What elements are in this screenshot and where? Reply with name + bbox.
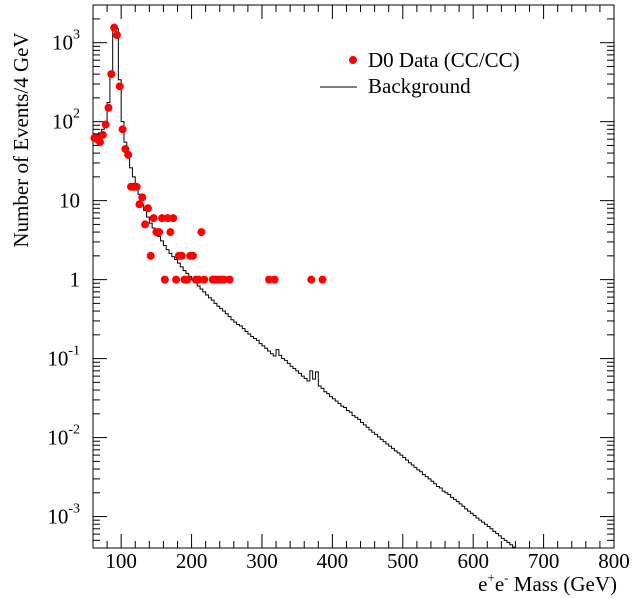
data-point: [146, 251, 155, 260]
data-point: [318, 275, 327, 284]
x-tick-label: 500: [387, 549, 419, 573]
y-tick-label: 103: [52, 28, 80, 55]
y-tick-label-exponent: 2: [73, 107, 80, 122]
data-point: [265, 275, 274, 284]
y-tick-label: 10-2: [47, 423, 80, 450]
data-point: [149, 214, 158, 223]
data-point: [172, 275, 181, 284]
background-series: [93, 28, 516, 548]
data-point: [225, 275, 234, 284]
legend-data-label: D0 Data (CC/CC): [368, 48, 520, 72]
y-tick-label-exponent: -1: [68, 344, 80, 359]
data-point: [96, 138, 105, 147]
legend-data-marker: [349, 56, 357, 64]
y-tick-label-base: 10: [47, 347, 68, 371]
y-tick-label-exponent: -3: [68, 502, 80, 517]
data-point: [270, 275, 279, 284]
data-point: [183, 275, 192, 284]
data-point: [219, 275, 228, 284]
data-point: [160, 275, 169, 284]
data-point: [141, 220, 150, 229]
data-point: [132, 182, 141, 191]
y-tick-label: 1: [70, 268, 81, 292]
plot-frame: [92, 4, 615, 549]
y-tick-label-exponent: -2: [68, 423, 80, 438]
data-point: [157, 214, 166, 223]
x-tick-label: 700: [528, 549, 560, 573]
y-tick-label-base: 10: [47, 505, 68, 529]
background-step-line: [93, 28, 516, 548]
x-axis-title-e1: e: [478, 572, 487, 596]
data-point: [101, 120, 110, 129]
y-tick-label: 102: [52, 107, 80, 134]
y-tick-label-exponent: 3: [73, 28, 80, 43]
data-point: [169, 214, 178, 223]
data-point: [155, 228, 164, 237]
data-point: [118, 125, 127, 134]
legend-background-label: Background: [368, 74, 471, 98]
plot-area-border: [92, 4, 615, 549]
y-tick-label-base: 10: [52, 110, 73, 134]
x-tick-label: 200: [176, 549, 208, 573]
x-tick-label: 800: [598, 549, 630, 573]
x-axis-title-sup2: -: [504, 570, 508, 585]
data-point: [124, 150, 133, 159]
x-axis-title-sup1: +: [488, 570, 495, 585]
x-tick-label: 400: [317, 549, 349, 573]
y-tick-label-base: 1: [70, 268, 81, 292]
x-tick-label: 100: [105, 549, 137, 573]
data-point: [200, 275, 209, 284]
y-tick-label-base: 10: [59, 189, 80, 213]
data-point: [177, 251, 186, 260]
x-axis-title-e2: e: [495, 572, 504, 596]
legend: D0 Data (CC/CC) Background: [320, 48, 520, 98]
data-point: [107, 70, 116, 79]
y-tick-label-base: 10: [52, 31, 73, 55]
data-point: [98, 130, 107, 139]
data-point: [115, 82, 124, 91]
data-point: [104, 103, 113, 112]
y-axis-title: Number of Events/4 GeV: [9, 32, 33, 247]
data-point: [143, 204, 152, 213]
y-tick-label: 10-1: [47, 344, 80, 371]
data-point: [135, 200, 144, 209]
x-tick-label: 300: [246, 549, 278, 573]
data-point: [163, 214, 172, 223]
data-point: [112, 31, 121, 40]
data-series: [90, 23, 327, 284]
data-point: [197, 228, 206, 237]
x-tick-label: 600: [457, 549, 489, 573]
x-axis-title: e+e- Mass (GeV): [478, 570, 617, 596]
data-point: [307, 275, 316, 284]
data-point: [138, 193, 147, 202]
y-tick-label: 10: [59, 189, 80, 213]
y-tick-label-base: 10: [47, 426, 68, 450]
data-point: [166, 228, 175, 237]
y-tick-label: 10-3: [47, 502, 80, 529]
x-axis-ticks: 100 200 300 400 500 600 700 800: [92, 5, 630, 573]
data-point: [110, 23, 119, 32]
data-point: [188, 251, 197, 260]
x-axis-title-rest: Mass (GeV): [509, 572, 617, 596]
data-point: [194, 275, 203, 284]
